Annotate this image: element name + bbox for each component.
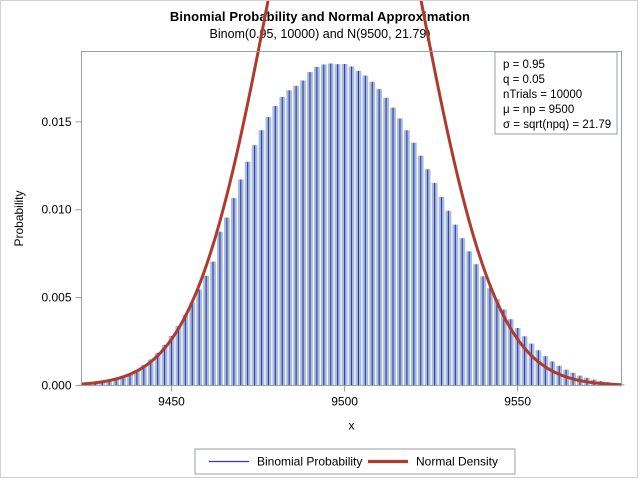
y-axis-ticks: 0.000 0.005 0.010 0.015 (41, 115, 82, 393)
svg-text:p = 0.95: p = 0.95 (503, 59, 545, 71)
x-axis-title: x (349, 419, 355, 433)
svg-text:0.015: 0.015 (41, 115, 71, 129)
chart-subtitle: Binom(0.95, 10000) and N(9500, 21.79) (209, 27, 431, 41)
svg-text:nTrials = 10000: nTrials = 10000 (503, 89, 582, 101)
title-block: Binomial Probability and Normal Approxim… (1, 9, 639, 42)
statistics-annotation-box: p = 0.95 q = 0.05 nTrials = 10000 μ = np = … (494, 51, 618, 135)
svg-text:q = 0.05: q = 0.05 (503, 74, 545, 86)
axes (81, 51, 622, 386)
x-axis-ticks: 9450 9500 9550 (158, 385, 531, 409)
svg-text:0.005: 0.005 (41, 291, 71, 305)
svg-text:Binomial Probability: Binomial Probability (257, 455, 362, 469)
svg-text:0.000: 0.000 (41, 379, 71, 393)
svg-text:0.010: 0.010 (41, 203, 71, 217)
svg-text:9450: 9450 (158, 395, 185, 409)
normal-density-curve (81, 1, 622, 387)
binomial-bars (78, 63, 625, 386)
chart-title: Binomial Probability and Normal Approxim… (169, 9, 471, 24)
svg-text:9550: 9550 (504, 395, 531, 409)
svg-text:μ = np = 9500: μ = np = 9500 (503, 104, 574, 116)
chart-legend: Binomial Probability Normal Density (194, 448, 516, 475)
svg-text:Normal Density: Normal Density (416, 455, 498, 469)
svg-text:9500: 9500 (331, 395, 358, 409)
y-axis-title: Probability (12, 190, 26, 246)
svg-text:σ = sqrt(npq) = 21.79: σ = sqrt(npq) = 21.79 (503, 119, 611, 131)
